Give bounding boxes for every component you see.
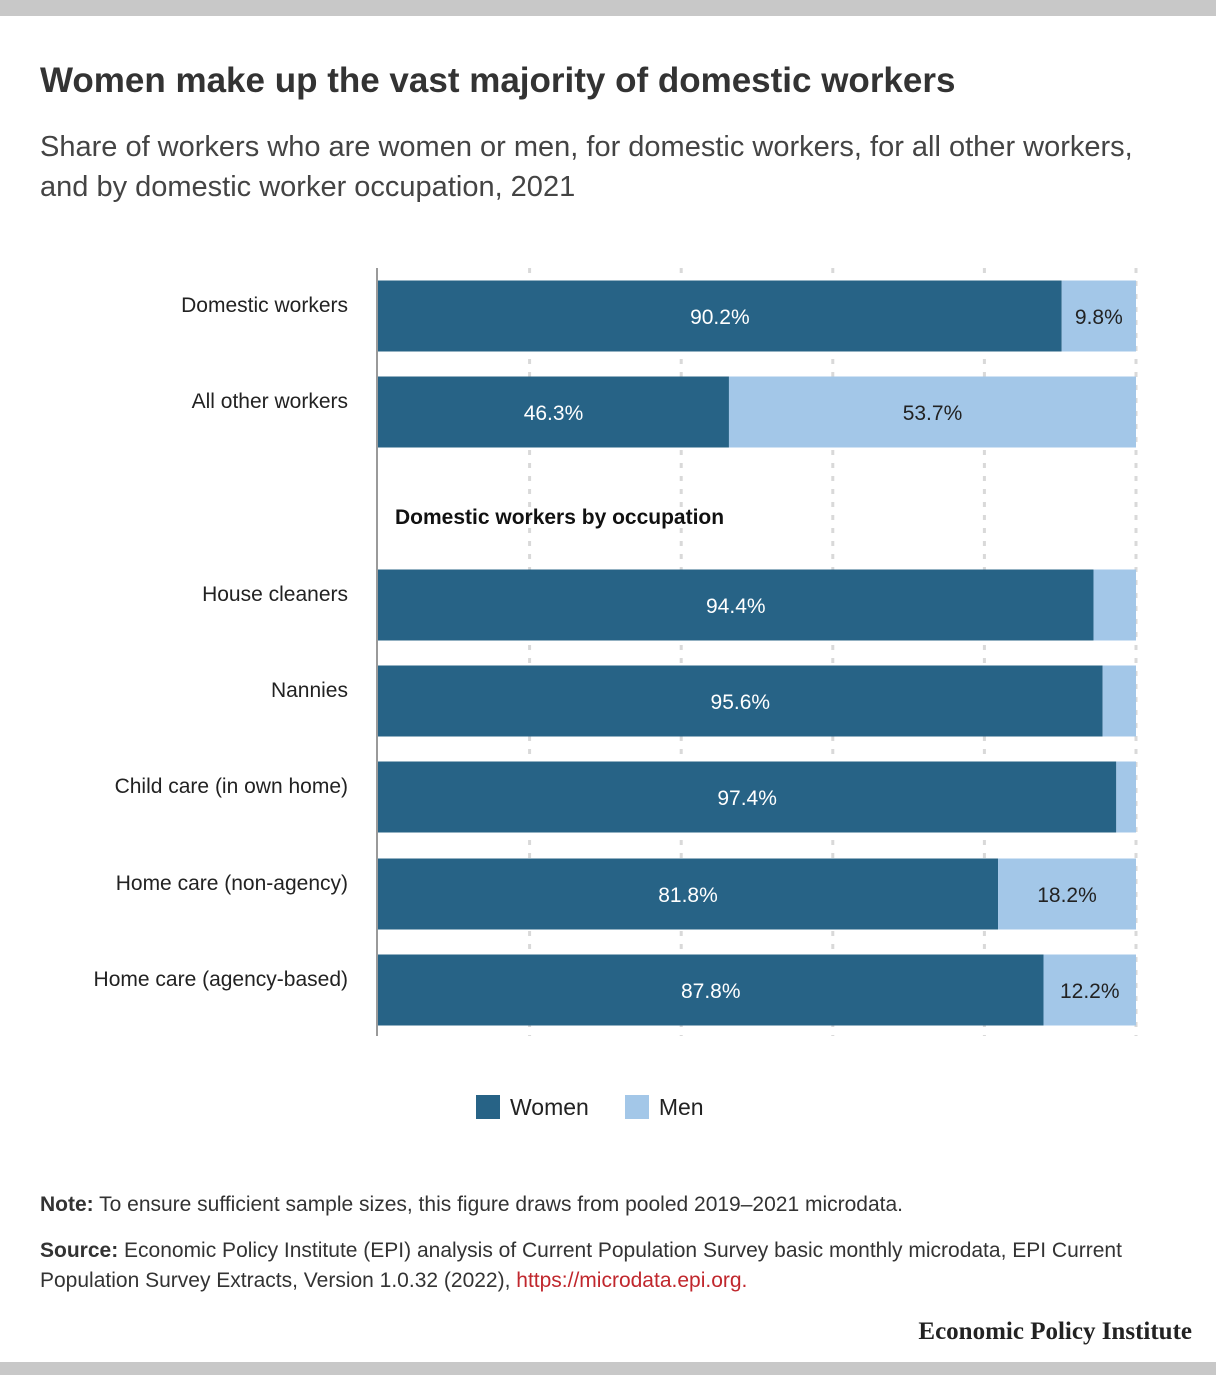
category-label: All other workers: [192, 390, 348, 413]
bar-men: [1116, 761, 1136, 833]
stacked-bar-chart: Domestic workers by occupation Domestic w…: [94, 268, 1138, 1036]
bar-women: [378, 280, 1062, 352]
data-label-women: 87.8%: [681, 980, 741, 1003]
group-heading: Domestic workers by occupation: [395, 506, 724, 529]
source: Source: Economic Policy Institute (EPI) …: [40, 1236, 1190, 1297]
data-label-men: 18.2%: [1037, 884, 1097, 907]
bar-men: [1093, 569, 1136, 641]
data-label-women: 94.4%: [706, 595, 766, 618]
data-label-men: 12.2%: [1060, 980, 1120, 1003]
bar-women: [378, 954, 1044, 1026]
legend-item-men: Men: [624, 1093, 704, 1121]
chart-subtitle: Share of workers who are women or men, f…: [40, 131, 1133, 204]
source-link[interactable]: https://microdata.epi.org.: [516, 1269, 748, 1293]
category-label: House cleaners: [202, 583, 348, 606]
brand-logo-text: Economic Policy Institute: [918, 1318, 1192, 1345]
category-label: Home care (agency-based): [94, 968, 348, 991]
note-label: Note:: [40, 1193, 94, 1216]
legend-swatch-women: [476, 1095, 500, 1119]
data-label-women: 90.2%: [690, 306, 750, 329]
data-label-women: 95.6%: [711, 691, 771, 714]
legend-item-women: Women: [476, 1094, 589, 1121]
category-label: Child care (in own home): [115, 775, 348, 798]
category-label: Nannies: [271, 679, 348, 702]
bar-men: [1102, 665, 1136, 737]
bar-men: [998, 858, 1136, 930]
legend: Women Men: [476, 1092, 740, 1122]
legend-label-women: Women: [510, 1093, 589, 1120]
bar-men: [728, 376, 1136, 448]
bar-women: [378, 665, 1103, 737]
bottom-rule: [0, 1362, 1216, 1375]
legend-label-men: Men: [658, 1093, 704, 1120]
note-text: To ensure sufficient sample sizes, this …: [93, 1193, 904, 1216]
bar-women: [378, 858, 999, 930]
legend-swatch-men: [624, 1095, 649, 1119]
bar-men: [1043, 954, 1136, 1026]
bar-women: [378, 761, 1117, 833]
bar-women: [378, 376, 729, 448]
source-text: Economic Policy Institute (EPI) analysis…: [40, 1239, 1122, 1293]
data-label-women: 97.4%: [717, 787, 777, 810]
labels: Domestic workers by occupation Domestic w…: [94, 294, 1123, 1003]
category-label: Home care (non-agency): [116, 872, 348, 895]
data-label-women: 46.3%: [524, 402, 584, 425]
data-label-men: 9.8%: [1075, 306, 1123, 329]
bars: [378, 280, 1136, 1026]
top-rule: [0, 0, 1216, 16]
note: Note: To ensure sufficient sample sizes,…: [40, 1190, 1190, 1219]
category-label: Domestic workers: [181, 294, 348, 317]
chart-title: Women make up the vast majority of domes…: [40, 61, 956, 100]
bar-men: [1061, 280, 1136, 352]
data-label-women: 81.8%: [658, 884, 718, 907]
source-label: Source:: [40, 1239, 119, 1262]
data-label-men: 53.7%: [903, 402, 963, 425]
bar-women: [378, 569, 1094, 641]
